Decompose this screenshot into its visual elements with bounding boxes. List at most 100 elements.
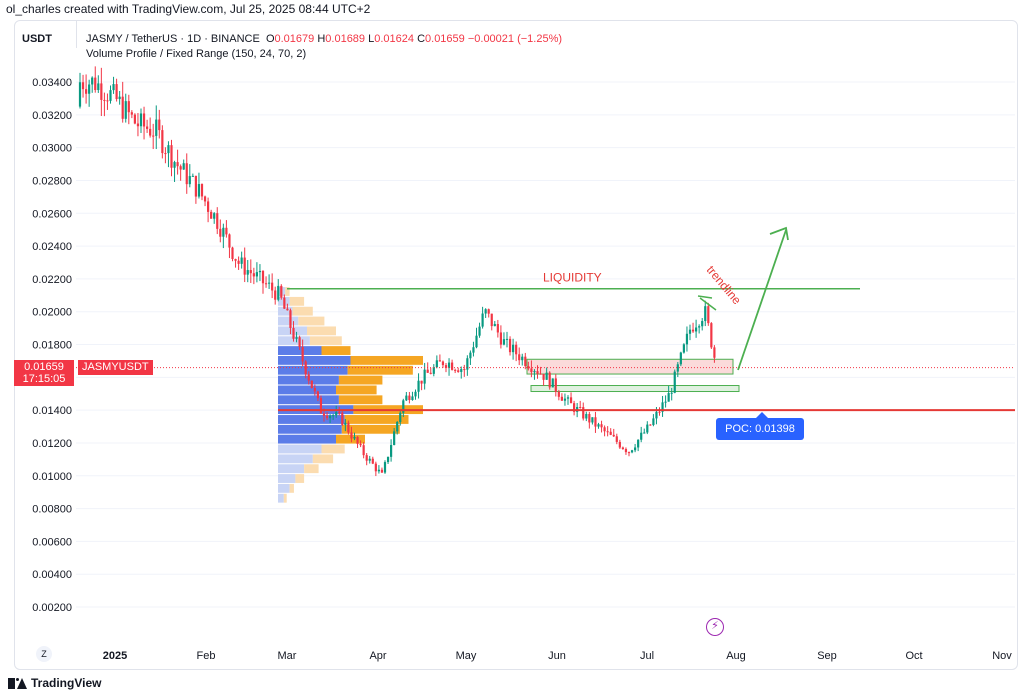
candle-body [472, 347, 475, 353]
candle-body [466, 358, 469, 370]
x-tick-label: 2025 [103, 650, 127, 662]
timezone-button[interactable]: Z [36, 646, 52, 662]
grid [76, 81, 1015, 608]
candle-body [444, 365, 448, 368]
candle-body [170, 145, 173, 168]
y-tick-label: 0.01000 [32, 471, 72, 483]
candle-body [594, 417, 597, 427]
candle-body [179, 166, 182, 170]
candle-body [210, 211, 213, 219]
y-axis: 0.03400 0.03200 0.03000 0.02800 0.02600 0.024… [32, 77, 72, 614]
candle-body [286, 308, 289, 311]
candle-body [81, 82, 85, 90]
candle-body [481, 313, 484, 327]
indicator-legend[interactable]: Volume Profile / Fixed Range (150, 24, 7… [86, 48, 307, 60]
candle-body [158, 119, 161, 131]
candle-body [527, 366, 530, 369]
candle-body [515, 344, 518, 355]
price-zone [526, 358, 734, 375]
volume-bar-up [278, 464, 305, 474]
y-tick-label: 0.01800 [32, 340, 72, 352]
candle-body [624, 448, 628, 453]
candle-body [359, 443, 362, 446]
volume-bar-up [278, 316, 299, 326]
candle-body [521, 356, 524, 361]
candle-body [508, 338, 512, 353]
y-tick-label: 0.01200 [32, 438, 72, 450]
tradingview-logo-icon [8, 677, 27, 689]
candle-body [454, 369, 457, 371]
volume-bar-up [278, 365, 348, 375]
candle-body [643, 432, 646, 434]
zones [526, 358, 740, 393]
drawings: LIQUIDITY trendline [76, 226, 1015, 412]
bar-countdown: 17:15:05 [22, 373, 66, 385]
candle-body [551, 378, 554, 388]
candle-body [335, 412, 338, 416]
symbol-legend[interactable]: JASMY / TetherUS · 1D · BINANCE O0.01679… [86, 33, 562, 45]
candle-body [463, 369, 466, 371]
candle-body [698, 326, 701, 328]
y-tick-label: 0.03000 [32, 143, 72, 155]
candle-body [344, 422, 347, 425]
candle-body [246, 270, 249, 275]
candle-body [658, 411, 661, 413]
candle-body [91, 77, 94, 85]
candle-body [332, 415, 335, 417]
candle-body [603, 427, 606, 432]
candle-body [582, 407, 585, 419]
y-tick-label: 0.03200 [32, 110, 72, 122]
candle-body [496, 324, 499, 333]
y-tick-label: 0.00400 [32, 569, 72, 581]
price-zone [530, 385, 740, 393]
volume-bar-down [298, 316, 325, 326]
volume-bar-down [289, 483, 294, 493]
candle-body [243, 257, 246, 275]
candle-body [240, 257, 243, 264]
candle-body [432, 367, 435, 374]
volume-profile [278, 287, 423, 503]
ohlc-high-label: H [317, 33, 326, 45]
x-tick-label: Jul [640, 650, 654, 662]
candle-body [691, 329, 695, 332]
candle-body [670, 392, 673, 394]
volume-bar-up [278, 424, 342, 434]
candle-body [249, 270, 252, 274]
candle-body [325, 415, 329, 419]
ohlc-open: 0.01679 [274, 33, 315, 45]
currency-label[interactable]: USDT [22, 33, 52, 45]
candle-body [478, 326, 481, 336]
ohlc-low-label: L [368, 33, 375, 45]
candle-body [371, 458, 374, 464]
candle-body [161, 130, 164, 154]
candle-body [380, 469, 384, 473]
candle-body [704, 306, 707, 322]
symbol-title[interactable]: JASMY / TetherUS · 1D · BINANCE [86, 33, 260, 45]
candle-body [277, 285, 280, 300]
candle-body [661, 402, 664, 412]
candle-body [362, 445, 365, 456]
candle-body [350, 432, 353, 439]
lightning-icon[interactable]: ⚡ [706, 618, 724, 636]
volume-bar-down [309, 336, 342, 346]
candle-body [505, 338, 509, 340]
volume-bar-down [350, 355, 423, 365]
candle-body [146, 126, 149, 129]
candle-body [621, 447, 624, 449]
volume-bar-down [347, 365, 413, 375]
x-tick-label: Oct [905, 650, 922, 662]
candle-body [347, 422, 350, 433]
candle-body [94, 77, 97, 91]
x-tick-label: Apr [369, 650, 386, 662]
brand-logo: TradingView [8, 676, 101, 690]
volume-bar-down [285, 287, 290, 296]
candle-body [307, 374, 310, 381]
candle-body [203, 196, 207, 202]
volume-bar-up [278, 395, 339, 405]
ohlc-close-label: C [417, 33, 426, 45]
candle-body [176, 162, 179, 167]
candle-body [707, 306, 710, 324]
candle-body [386, 456, 390, 463]
candle-body [560, 396, 563, 401]
